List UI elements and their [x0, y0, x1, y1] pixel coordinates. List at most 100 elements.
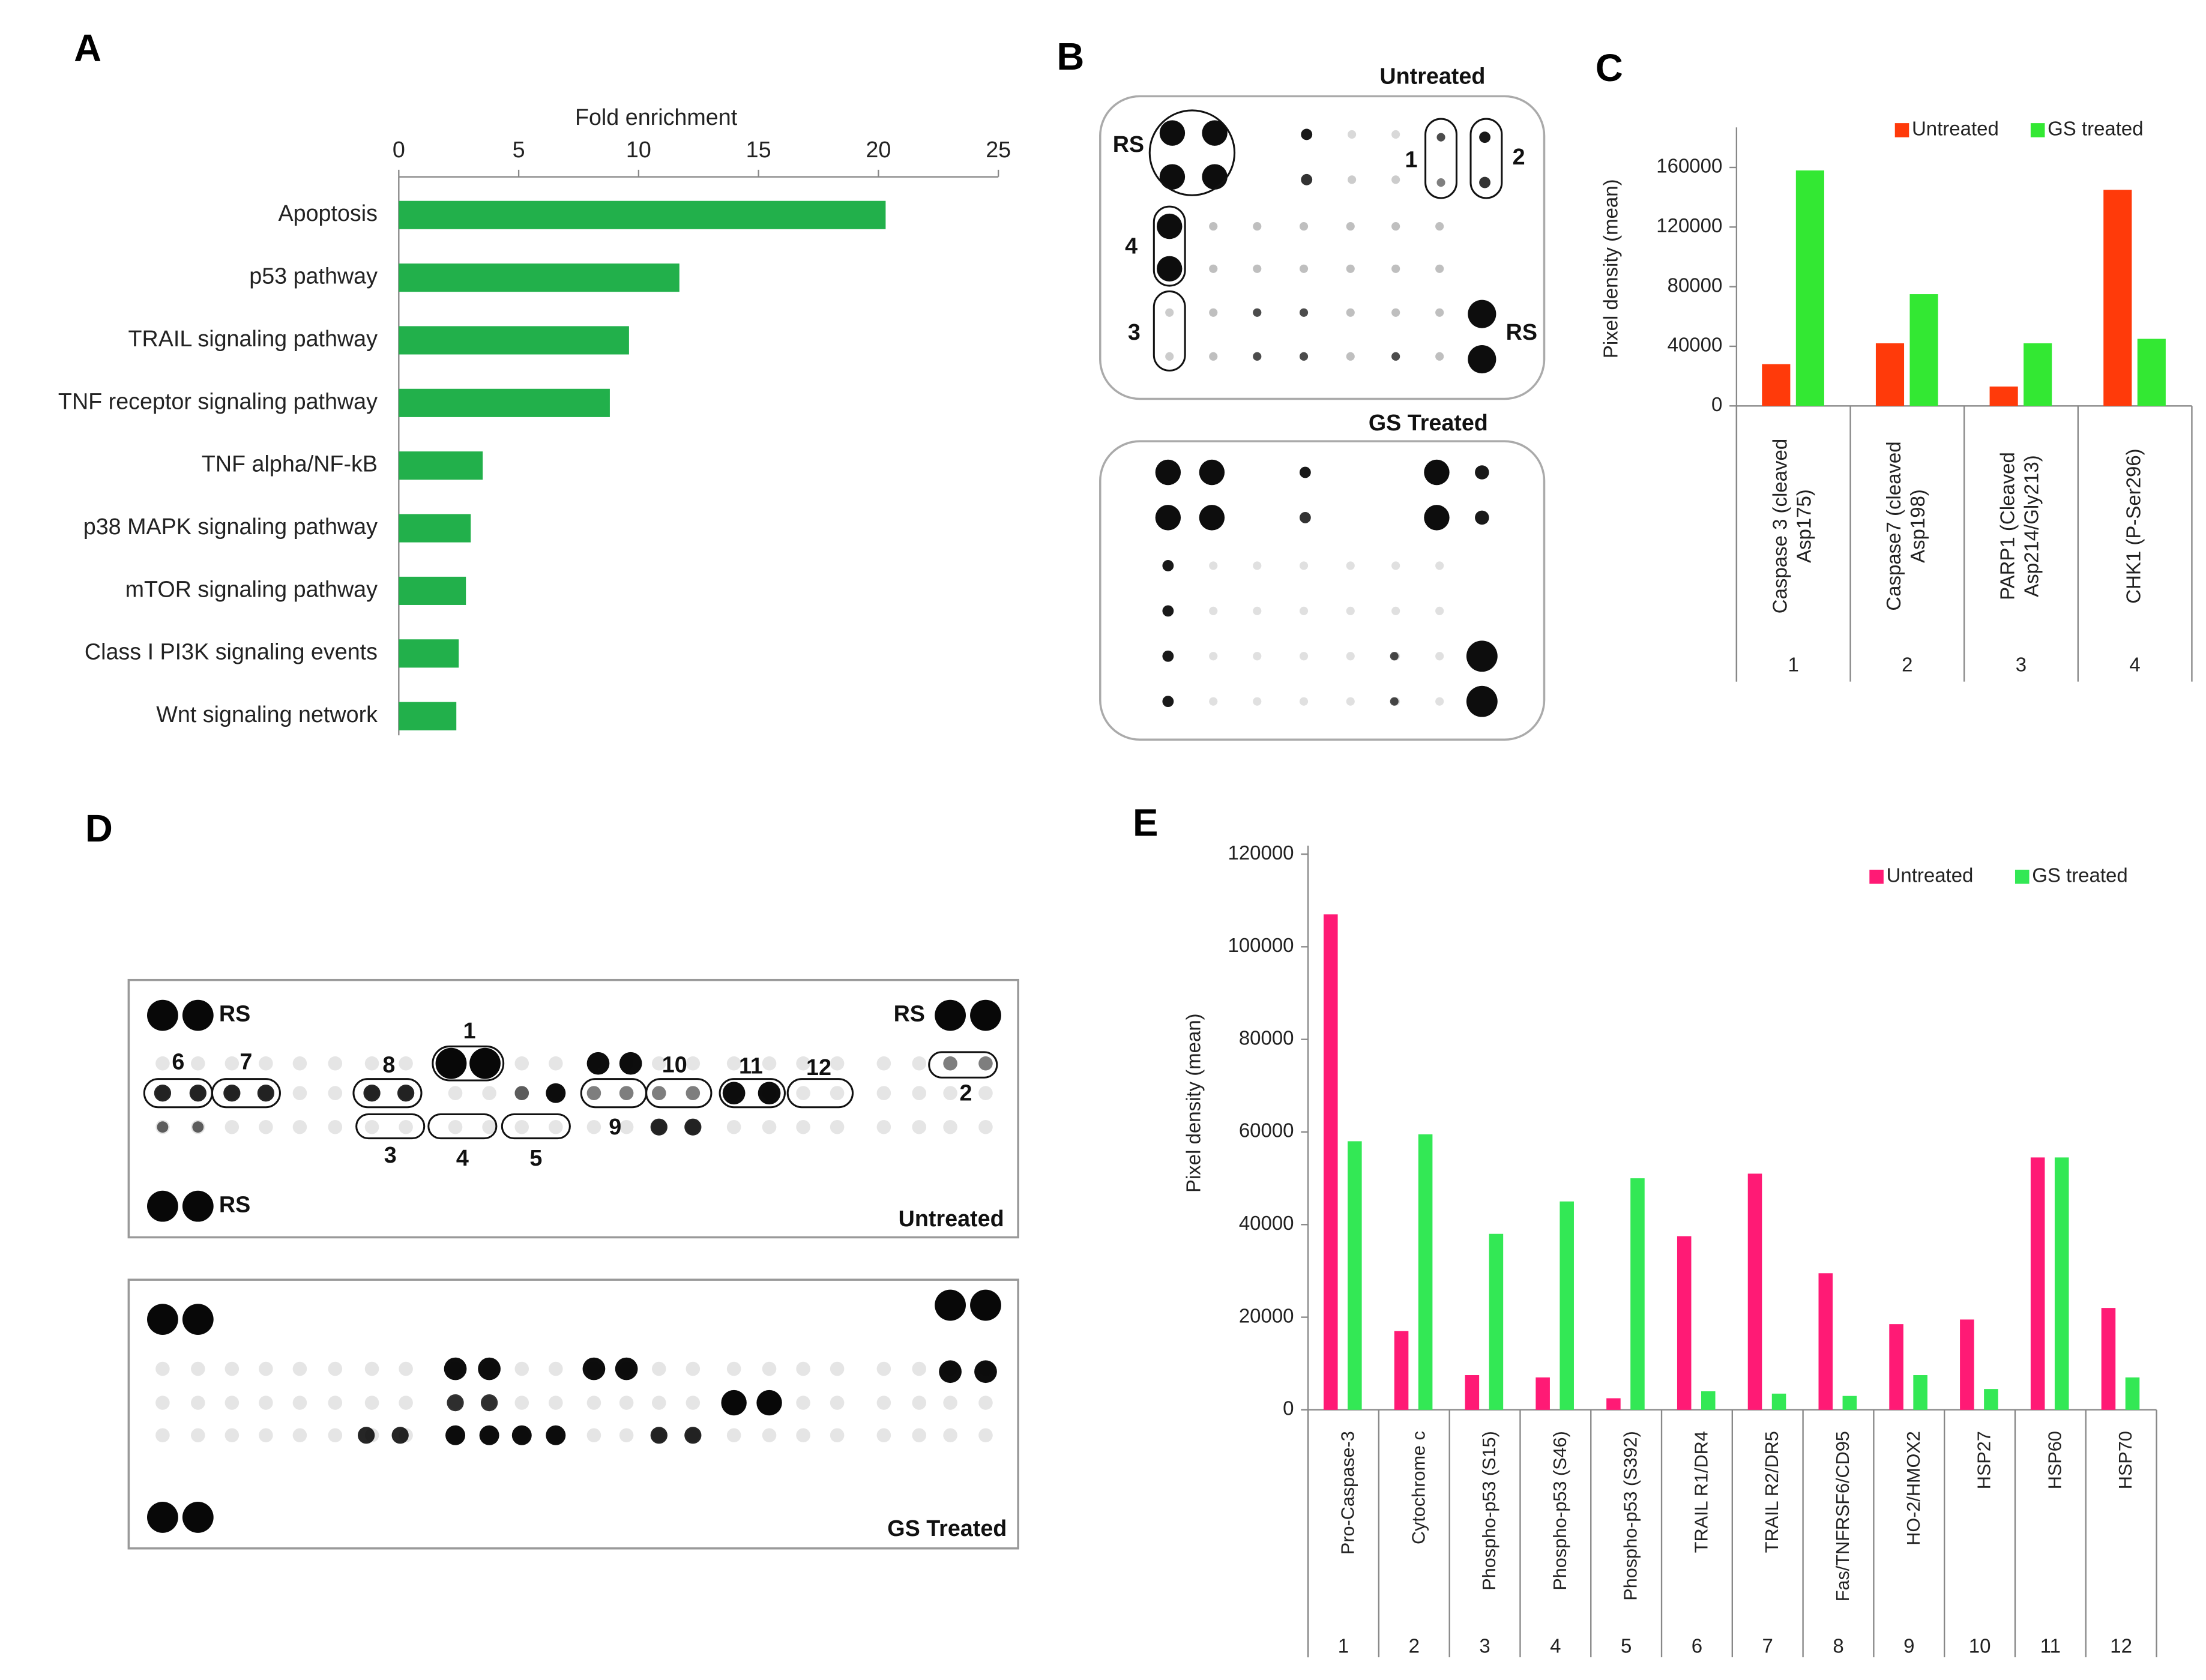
blot-spot	[1391, 561, 1400, 570]
blot-spot	[1209, 652, 1218, 661]
category-name: CHK1 (P-Ser296)	[2122, 448, 2144, 603]
x-tick-label: 2	[1409, 1634, 1420, 1657]
blot-spot	[155, 1395, 170, 1410]
blot-spot	[1162, 605, 1174, 617]
blot-spot	[1253, 697, 1262, 706]
blot-spot	[1348, 130, 1357, 139]
blot-spot	[935, 999, 966, 1031]
category-name: HSP70	[2115, 1431, 2136, 1489]
blot-spot	[1253, 606, 1262, 615]
y-tick-label: 60000	[1239, 1119, 1294, 1142]
bar	[1989, 386, 2018, 406]
legend-swatch	[2030, 123, 2045, 137]
blot-spot	[970, 999, 1001, 1031]
blot-spot	[586, 1086, 601, 1100]
blot-spot	[830, 1428, 845, 1443]
blot-spot	[257, 1085, 275, 1102]
blot-spot	[1165, 352, 1174, 361]
x-tick-label: 5	[1621, 1634, 1632, 1657]
blot-spot	[1391, 352, 1400, 361]
blot-condition: GS Treated	[887, 1516, 1007, 1541]
panel-letter: E	[1133, 802, 1158, 845]
blot-spot	[1209, 264, 1218, 273]
y-tick-label: 120000	[1228, 842, 1294, 864]
blot-spot	[1390, 652, 1399, 661]
blot-spot	[652, 1086, 666, 1100]
blot-spot	[726, 1428, 741, 1443]
blot-spot	[652, 1086, 666, 1100]
x-tick-label: 4	[1550, 1634, 1561, 1657]
panel-letter: C	[1596, 47, 1623, 89]
category-name: Fas/TNFRSF6/CD95	[1833, 1431, 1853, 1601]
blot-spot	[912, 1119, 927, 1134]
bar	[1535, 1377, 1550, 1410]
y-tick-label: 120000	[1656, 214, 1722, 236]
bar	[1875, 343, 1905, 406]
bar	[1630, 1178, 1645, 1410]
blot-spot	[364, 1395, 379, 1410]
blot-spot	[650, 1118, 668, 1136]
blot-spot	[876, 1086, 891, 1100]
bar	[2103, 190, 2132, 406]
blot-spot	[259, 1428, 273, 1443]
spot-label: 4	[1125, 233, 1138, 258]
blot-spot	[1299, 697, 1309, 706]
blot-spot	[259, 1056, 273, 1071]
bar	[399, 263, 680, 292]
blot-spot	[1299, 222, 1309, 231]
y-tick-label: 80000	[1239, 1026, 1294, 1049]
legend-swatch	[1869, 869, 1884, 884]
blot-spot	[546, 1083, 566, 1103]
bar	[399, 702, 457, 730]
bar	[2125, 1377, 2140, 1410]
bar	[399, 639, 459, 668]
blot-spot	[1253, 561, 1262, 570]
category-name: Caspase7 (cleaved	[1882, 441, 1905, 610]
spot-label: 2	[960, 1080, 972, 1105]
bar	[1677, 1236, 1692, 1410]
blot-spot	[225, 1056, 240, 1071]
blot-spot	[978, 1428, 993, 1443]
blot-spot	[155, 1361, 170, 1376]
blot-spot	[1157, 256, 1183, 282]
x-tick-label: 6	[1692, 1634, 1702, 1657]
blot-spot	[619, 1119, 634, 1134]
blot-spot	[830, 1086, 845, 1100]
blot-spot	[444, 1357, 467, 1380]
blot-spot	[1346, 697, 1355, 706]
blot-spot	[721, 1389, 747, 1416]
blot-spot	[943, 1086, 957, 1100]
blot-spot	[191, 1395, 205, 1410]
bar	[399, 200, 886, 229]
blot-spot	[726, 1056, 741, 1071]
bar	[1747, 1173, 1762, 1410]
blot-spot	[259, 1361, 273, 1376]
blot-condition: Untreated	[1379, 64, 1485, 89]
blot-spot	[876, 1119, 891, 1134]
bar	[1842, 1395, 1857, 1410]
blot-spot	[722, 1082, 746, 1105]
legend-label: Untreated	[1912, 118, 1999, 140]
blot-spot	[912, 1395, 927, 1410]
blot-spot	[328, 1395, 343, 1410]
x-tick-label: 11	[2040, 1634, 2061, 1657]
blot-spot	[943, 1056, 957, 1071]
legend-swatch	[1894, 123, 1909, 137]
category-name: HSP60	[2045, 1431, 2065, 1489]
blot-spot	[686, 1086, 701, 1100]
blot-spot	[830, 1395, 845, 1410]
blot-spot	[292, 1428, 307, 1443]
blot-spot	[1424, 459, 1450, 486]
bar	[1818, 1273, 1833, 1410]
blot-spot	[358, 1427, 375, 1444]
blot-spot	[1209, 352, 1218, 361]
blot-spot	[935, 1289, 966, 1321]
blot-spot	[514, 1086, 529, 1100]
blot-spot	[1475, 465, 1489, 480]
blot-spot	[1162, 696, 1174, 708]
blot-spot	[1390, 697, 1399, 706]
blot-spot	[447, 1394, 464, 1412]
blot-spot	[876, 1361, 891, 1376]
blot-spot	[1346, 652, 1355, 661]
x-tick-label: 25	[986, 137, 1011, 162]
